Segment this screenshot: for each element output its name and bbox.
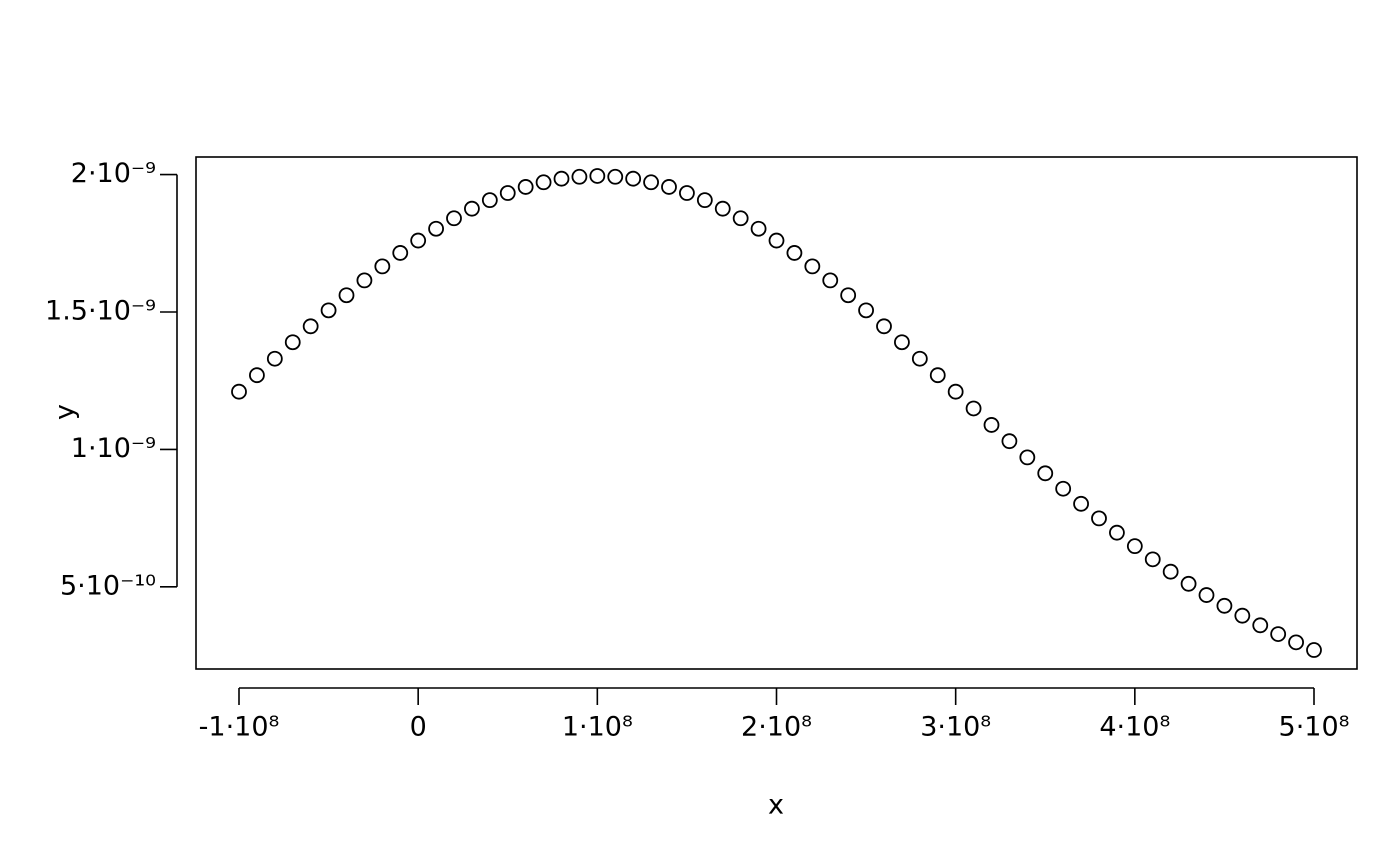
point: [1055, 480, 1072, 497]
x-tick-label: -1·10⁸: [199, 712, 280, 743]
point: [1198, 587, 1215, 603]
point: [1288, 634, 1304, 651]
point: [661, 179, 677, 195]
point: [231, 383, 247, 400]
x-tick-label: 2·10⁸: [741, 712, 812, 743]
point: [911, 350, 928, 367]
point: [1216, 597, 1233, 614]
point: [1306, 642, 1322, 658]
point: [607, 168, 624, 185]
point: [983, 417, 1000, 433]
point: [517, 179, 534, 195]
point: [876, 318, 892, 335]
point: [840, 287, 857, 304]
point: [1019, 449, 1036, 466]
point: [499, 185, 516, 201]
point: [822, 272, 839, 289]
point: [947, 383, 964, 400]
x-tick-label: 0: [410, 712, 427, 743]
point: [535, 174, 552, 191]
point: [804, 258, 821, 275]
point: [929, 367, 946, 384]
point: [894, 334, 910, 351]
point: [302, 318, 319, 335]
x-axis-label: x: [768, 790, 784, 821]
point: [714, 200, 731, 217]
point: [571, 168, 588, 185]
x-tick-label: 1·10⁸: [562, 712, 633, 743]
point: [750, 220, 767, 237]
point: [338, 287, 355, 304]
point: [786, 245, 803, 261]
x-tick-label: 3·10⁸: [920, 712, 991, 743]
y-tick-label: 1.5·10⁻⁹: [45, 296, 156, 327]
point: [1037, 465, 1054, 482]
point: [625, 170, 642, 187]
point: [392, 245, 409, 261]
point: [266, 350, 283, 367]
point: [679, 185, 695, 201]
point: [428, 220, 444, 237]
point: [410, 232, 427, 249]
point: [1162, 563, 1179, 580]
point: [1126, 538, 1143, 555]
point: [1073, 495, 1089, 512]
point: [320, 302, 337, 319]
point: [1109, 524, 1125, 541]
point: [858, 302, 874, 319]
point: [446, 210, 462, 227]
point: [965, 400, 982, 417]
plot-box: [195, 156, 1358, 670]
point: [768, 232, 785, 249]
point: [732, 210, 749, 227]
point: [374, 258, 391, 275]
y-tick-label: 1·10⁻⁹: [71, 433, 156, 464]
point: [1091, 510, 1107, 527]
y-axis-label: y: [50, 404, 81, 420]
point: [1234, 607, 1251, 624]
point: [589, 168, 606, 184]
point: [481, 192, 498, 209]
x-tick-label: 4·10⁸: [1099, 712, 1170, 743]
y-tick-label: 5·10⁻¹⁰: [60, 570, 156, 601]
point: [643, 174, 659, 191]
point: [1144, 551, 1161, 568]
point: [1180, 575, 1197, 592]
y-tick-label: 2·10⁻⁹: [71, 158, 156, 189]
point: [1001, 433, 1018, 450]
point: [696, 192, 713, 209]
point: [356, 272, 373, 289]
point: [249, 367, 265, 384]
point: [553, 170, 570, 187]
point: [464, 200, 480, 217]
point: [1252, 617, 1269, 634]
point: [284, 334, 301, 351]
point: [1270, 626, 1287, 642]
x-tick-label: 5·10⁸: [1279, 712, 1350, 743]
